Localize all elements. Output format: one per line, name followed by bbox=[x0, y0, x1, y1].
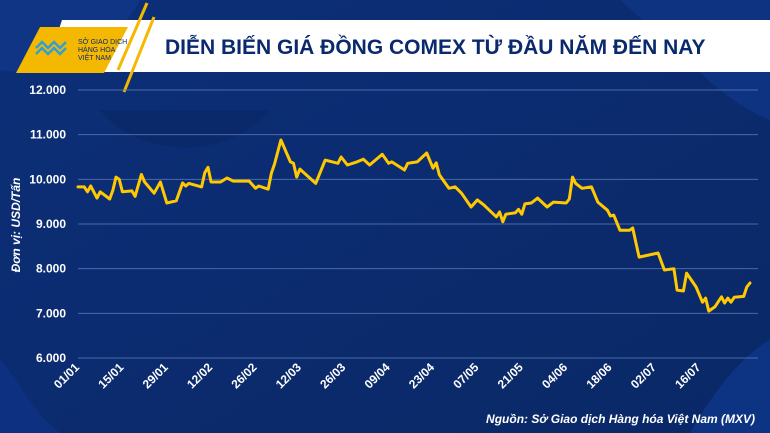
y-tick-label: 8.000 bbox=[36, 262, 66, 276]
y-tick-label: 10.000 bbox=[29, 172, 66, 186]
bg-wave bbox=[100, 110, 270, 148]
chart-title: DIỄN BIẾN GIÁ ĐỒNG COMEX TỪ ĐẦU NĂM ĐẾN … bbox=[165, 35, 706, 59]
y-tick-label: 12.000 bbox=[29, 83, 66, 97]
y-tick-label: 11.000 bbox=[30, 128, 66, 142]
logo-text: HÀNG HÓA bbox=[78, 45, 116, 54]
source-note: Nguồn: Sở Giao dịch Hàng hóa Việt Nam (M… bbox=[486, 412, 755, 426]
y-tick-label: 6.000 bbox=[36, 351, 66, 365]
logo-icon bbox=[35, 40, 67, 56]
y-tick-label: 7.000 bbox=[36, 306, 66, 320]
y-axis-label: Đơn vị: USD/Tấn bbox=[9, 178, 23, 273]
accent-stripe bbox=[116, 2, 149, 71]
logo-box bbox=[16, 27, 128, 73]
logo-text: VIỆT NAM bbox=[78, 53, 111, 62]
title-bar bbox=[45, 20, 770, 72]
accent-stripe bbox=[122, 16, 156, 93]
bg-wave bbox=[0, 360, 60, 433]
bg-wave bbox=[690, 340, 770, 433]
logo-text: SỞ GIAO DỊCH bbox=[78, 37, 127, 46]
price-line bbox=[76, 138, 752, 313]
y-tick-label: 9.000 bbox=[36, 217, 66, 231]
